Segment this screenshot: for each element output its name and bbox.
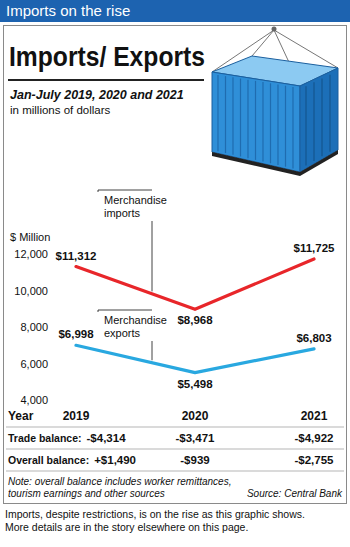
container-rib [255, 81, 256, 160]
row-label: Overall balance: [8, 454, 89, 466]
table-rule [6, 427, 344, 428]
container-rib [262, 82, 263, 161]
caption: More details are in the story elsewhere … [5, 521, 248, 533]
y-tick-label: 4,000 [20, 394, 48, 406]
title: Imports/ Exports [9, 42, 205, 72]
series-callout: Merchandiseimports [104, 194, 167, 219]
note: tourism earnings and other sources [8, 488, 165, 499]
y-tick-label: 8,000 [20, 321, 48, 333]
y-tick-label: 6,000 [20, 358, 48, 370]
row-value: -$4,314 [87, 432, 127, 444]
row-value: -$939 [180, 454, 209, 466]
callout-bracket [98, 310, 152, 312]
x-axis-label: Year [8, 409, 34, 423]
y-tick-label: 12,000 [14, 248, 48, 260]
background [0, 0, 350, 547]
source: Source: Central Bank [247, 488, 343, 499]
subtitle: in millions of dollars [10, 104, 111, 116]
series-callout: Merchandiseexports [104, 314, 167, 339]
container-rib [232, 77, 233, 154]
row-value: -$4,922 [294, 432, 333, 444]
container-door [321, 79, 322, 157]
note: Note: overall balance includes worker re… [8, 476, 231, 487]
series-line [76, 345, 314, 372]
banner-text: Imports on the rise [6, 2, 130, 19]
callout-bracket [98, 190, 152, 192]
row-value: -$3,471 [175, 432, 215, 444]
container-door [305, 86, 306, 165]
x-tick-label: 2021 [301, 409, 328, 423]
callout-leader [152, 341, 153, 360]
container-rib [285, 86, 286, 167]
container-rib [247, 80, 248, 158]
container-base [212, 150, 338, 176]
banner-bar [0, 0, 350, 22]
row-value: -$2,755 [294, 454, 334, 466]
data-labels: $11,312 $8,968 $11,725 $6,998 $5,498 $6,803 [56, 242, 336, 390]
data-label: $5,498 [177, 378, 213, 390]
container-rib [270, 83, 271, 163]
subtitle: Jan-July 2019, 2020 and 2021 [10, 88, 184, 102]
callout-line: Merchandise [104, 314, 167, 326]
series-line [76, 259, 314, 309]
y-tick-label: 10,000 [14, 285, 48, 297]
data-label: $11,725 [294, 242, 336, 254]
y-axis-label: $ Million [10, 231, 50, 243]
figure: Imports on the rise Imports/ Exports Jan-J… [0, 0, 350, 547]
container-door [329, 75, 330, 152]
x-tick-label: 2020 [182, 409, 209, 423]
frame [4, 26, 347, 504]
callout-line: imports [104, 207, 141, 219]
table-rule [6, 449, 344, 450]
plot-area [76, 259, 314, 373]
x-tick-label: 2019 [63, 409, 90, 423]
data-label: $8,968 [177, 314, 213, 326]
table-rule [6, 471, 344, 472]
y-ticks: 4,000 6,000 8,000 10,000 12,000 [14, 248, 48, 406]
data-label: $6,803 [296, 332, 331, 344]
caption: Imports, despite restrictions, is on the… [5, 508, 305, 520]
rope [252, 30, 274, 56]
container-rib [277, 85, 278, 166]
row-value: +$1,490 [94, 454, 136, 466]
data-label: $11,312 [56, 250, 97, 262]
container-rib [225, 76, 226, 153]
container-rib [240, 79, 241, 157]
callout-line: exports [104, 327, 141, 339]
title-rule [8, 79, 204, 81]
row-label: Trade balance: [8, 432, 82, 444]
data-label: $6,998 [58, 328, 94, 340]
callout-leader [152, 221, 153, 291]
container-icon [212, 27, 338, 177]
container-rib [217, 75, 218, 151]
hook [272, 27, 277, 32]
callout-line: Merchandise [104, 194, 167, 206]
container-door [313, 82, 314, 161]
container-rib [292, 87, 293, 169]
